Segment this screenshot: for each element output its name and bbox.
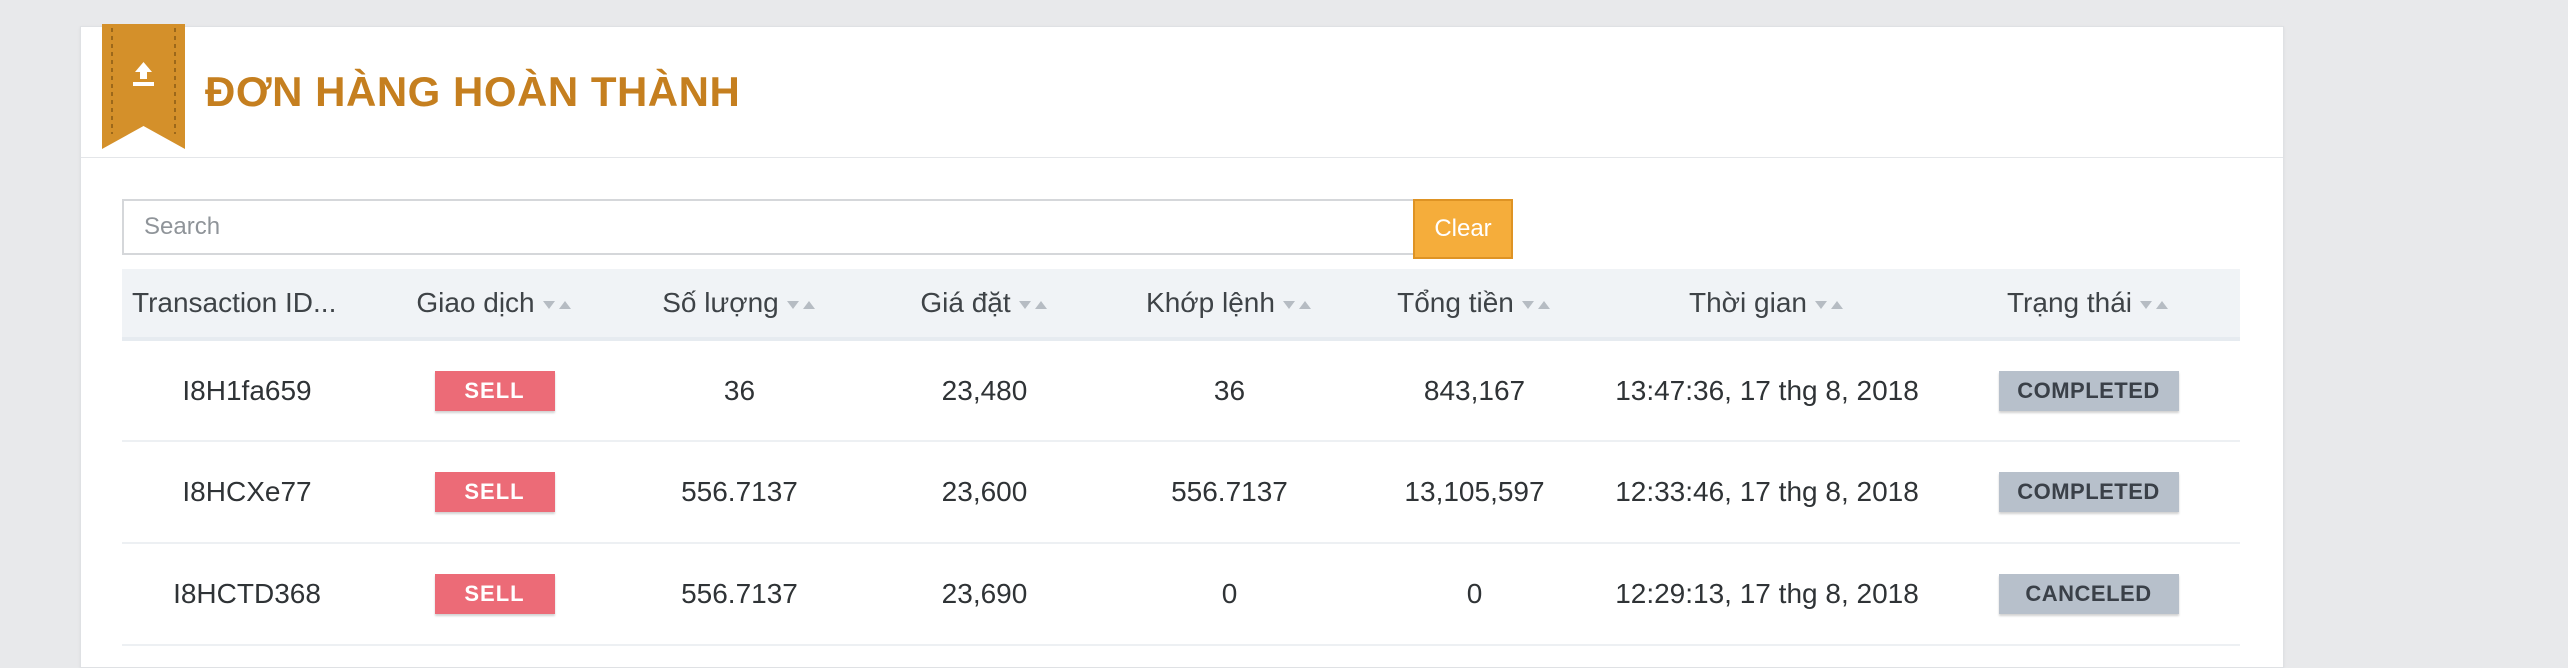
sort-icon[interactable] <box>1521 298 1552 312</box>
sell-badge: SELL <box>434 574 555 614</box>
sell-badge: SELL <box>434 370 555 411</box>
matched-cell: 0 <box>1221 578 1238 609</box>
price-cell: 23,600 <box>941 476 1028 507</box>
status-badge: COMPLETED <box>1998 472 2179 512</box>
table-row[interactable]: I8HCTD368 SELL 556.7137 23,690 0 0 12:29… <box>122 543 2240 645</box>
status-badge: CANCELED <box>1998 574 2179 614</box>
sort-icon[interactable] <box>786 298 817 312</box>
price-cell: 23,480 <box>941 374 1028 406</box>
total-cell: 0 <box>1466 578 1483 609</box>
completed-orders-panel: ĐƠN HÀNG HOÀN THÀNH Clear Transaction ID… <box>80 24 2284 668</box>
ribbon-bookmark <box>102 24 185 149</box>
column-header-thoi-gian[interactable]: Thời gian <box>1597 269 1937 339</box>
column-header-giao-dich[interactable]: Giao dịch <box>372 269 617 339</box>
matched-cell: 36 <box>1213 374 1246 406</box>
total-cell: 843,167 <box>1423 374 1526 406</box>
clear-button[interactable]: Clear <box>1413 199 1513 259</box>
column-header-gia-dat[interactable]: Giá đặt <box>862 269 1107 339</box>
transaction-id-cell: I8HCXe77 <box>182 476 312 507</box>
table-header-row: Transaction ID... Giao dịch Số lượng Giá… <box>122 269 2240 339</box>
table-row[interactable]: I8HCXe77 SELL 556.7137 23,600 556.7137 1… <box>122 441 2240 543</box>
price-cell: 23,690 <box>941 578 1028 609</box>
sort-icon[interactable] <box>1814 298 1845 312</box>
search-row: Clear <box>122 199 1515 259</box>
column-header-khop-lenh[interactable]: Khớp lệnh <box>1107 269 1352 339</box>
status-badge: COMPLETED <box>1998 370 2179 411</box>
quantity-cell: 556.7137 <box>681 578 798 609</box>
transaction-id-cell: I8HCTD368 <box>173 578 321 609</box>
table-row[interactable]: I8H1fa659 SELL 36 23,480 36 843,167 13:4… <box>122 339 2240 441</box>
panel-header: ĐƠN HÀNG HOÀN THÀNH <box>81 24 2283 158</box>
sort-icon[interactable] <box>1018 298 1049 312</box>
column-header-trang-thai[interactable]: Trạng thái <box>1937 269 2240 339</box>
column-header-transaction-id[interactable]: Transaction ID... <box>132 287 337 318</box>
time-cell: 12:29:13, 17 thg 8, 2018 <box>1615 578 1919 609</box>
total-cell: 13,105,597 <box>1404 476 1545 507</box>
quantity-cell: 36 <box>723 374 756 406</box>
sort-icon[interactable] <box>542 298 573 312</box>
sort-icon[interactable] <box>2140 298 2170 312</box>
orders-table: Transaction ID... Giao dịch Số lượng Giá… <box>122 269 2240 646</box>
matched-cell: 556.7137 <box>1171 476 1288 507</box>
transaction-id-cell: I8H1fa659 <box>182 374 312 406</box>
upload-icon <box>133 62 154 86</box>
sort-icon[interactable] <box>1282 298 1313 312</box>
quantity-cell: 556.7137 <box>681 476 798 507</box>
sell-badge: SELL <box>434 472 555 512</box>
search-input[interactable] <box>122 199 1413 255</box>
column-header-tong-tien[interactable]: Tổng tiền <box>1352 269 1597 339</box>
time-cell: 12:33:46, 17 thg 8, 2018 <box>1615 476 1919 507</box>
column-header-so-luong[interactable]: Số lượng <box>617 269 862 339</box>
page-title: ĐƠN HÀNG HOÀN THÀNH <box>205 68 741 115</box>
time-cell: 13:47:36, 17 thg 8, 2018 <box>1615 374 1919 406</box>
